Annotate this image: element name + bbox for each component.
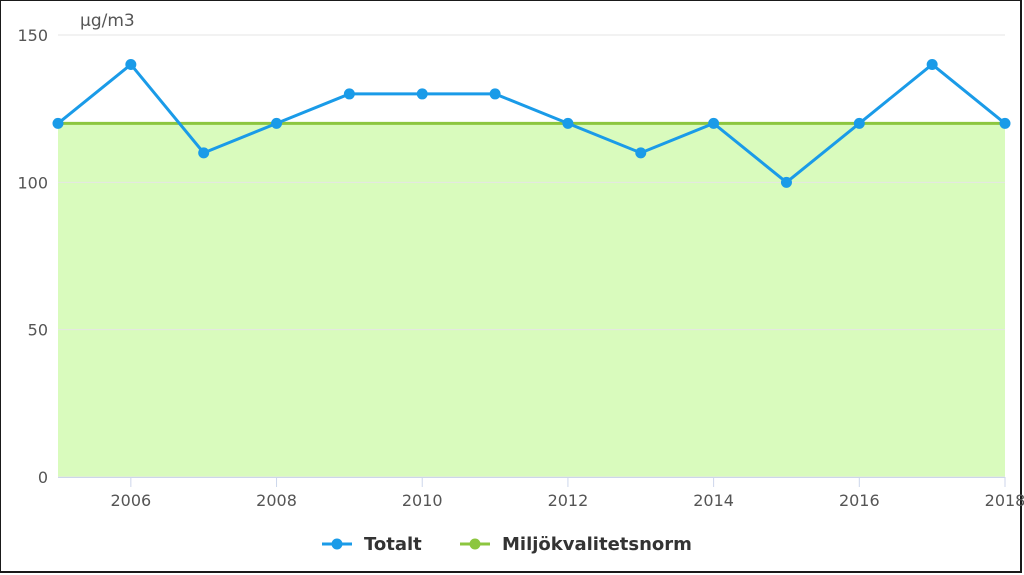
- series-layer: [52, 58, 1011, 188]
- y-axis-unit-label: µg/m3: [80, 11, 135, 31]
- series-line-totalt: [57, 62, 1006, 184]
- label-layer: µg/m3 0 50 100 150 2006 2008 2010 2012 2014 2016 2…: [17, 11, 1024, 510]
- data-point-totalt-2018: [999, 117, 1011, 129]
- norm-area-fill: [58, 123, 1005, 478]
- y-tick-label-0: 0: [38, 468, 48, 487]
- norm-area-layer: [58, 123, 1005, 478]
- axis-layer: [58, 477, 1006, 487]
- x-tick-label-2008: 2008: [256, 491, 297, 510]
- data-point-totalt-2010: [416, 88, 428, 100]
- legend: Totalt Miljökvalitetsnorm: [322, 534, 692, 555]
- legend-item-totalt: Totalt: [322, 534, 422, 555]
- legend-item-totalt-marker: [331, 538, 343, 550]
- data-point-totalt-2015: [780, 176, 792, 188]
- legend-item-miljokvalitetsnorm-label: Miljökvalitetsnorm: [502, 534, 692, 555]
- x-tick-label-2006: 2006: [110, 491, 151, 510]
- data-point-totalt-2009: [343, 88, 355, 100]
- data-point-totalt-2005: [52, 117, 64, 129]
- x-tick-label-2018: 2018: [985, 491, 1024, 510]
- data-point-totalt-2007: [198, 147, 210, 159]
- legend-item-miljokvalitetsnorm: Miljökvalitetsnorm: [460, 534, 692, 555]
- data-point-totalt-2012: [562, 117, 574, 129]
- x-tick-label-2016: 2016: [839, 491, 880, 510]
- legend-item-miljokvalitetsnorm-marker: [469, 538, 481, 550]
- y-tick-label-100: 100: [17, 173, 48, 192]
- x-tick-label-2012: 2012: [548, 491, 589, 510]
- data-point-totalt-2008: [271, 117, 283, 129]
- y-tick-label-150: 150: [17, 26, 48, 45]
- data-point-totalt-2011: [489, 88, 501, 100]
- data-point-totalt-2006: [125, 58, 137, 70]
- x-tick-label-2014: 2014: [693, 491, 734, 510]
- data-point-totalt-2017: [926, 58, 938, 70]
- data-point-totalt-2013: [635, 147, 647, 159]
- data-point-totalt-2014: [708, 117, 720, 129]
- x-tick-label-2010: 2010: [402, 491, 443, 510]
- data-point-totalt-2016: [853, 117, 865, 129]
- y-tick-label-50: 50: [28, 321, 48, 340]
- legend-item-totalt-label: Totalt: [364, 534, 422, 555]
